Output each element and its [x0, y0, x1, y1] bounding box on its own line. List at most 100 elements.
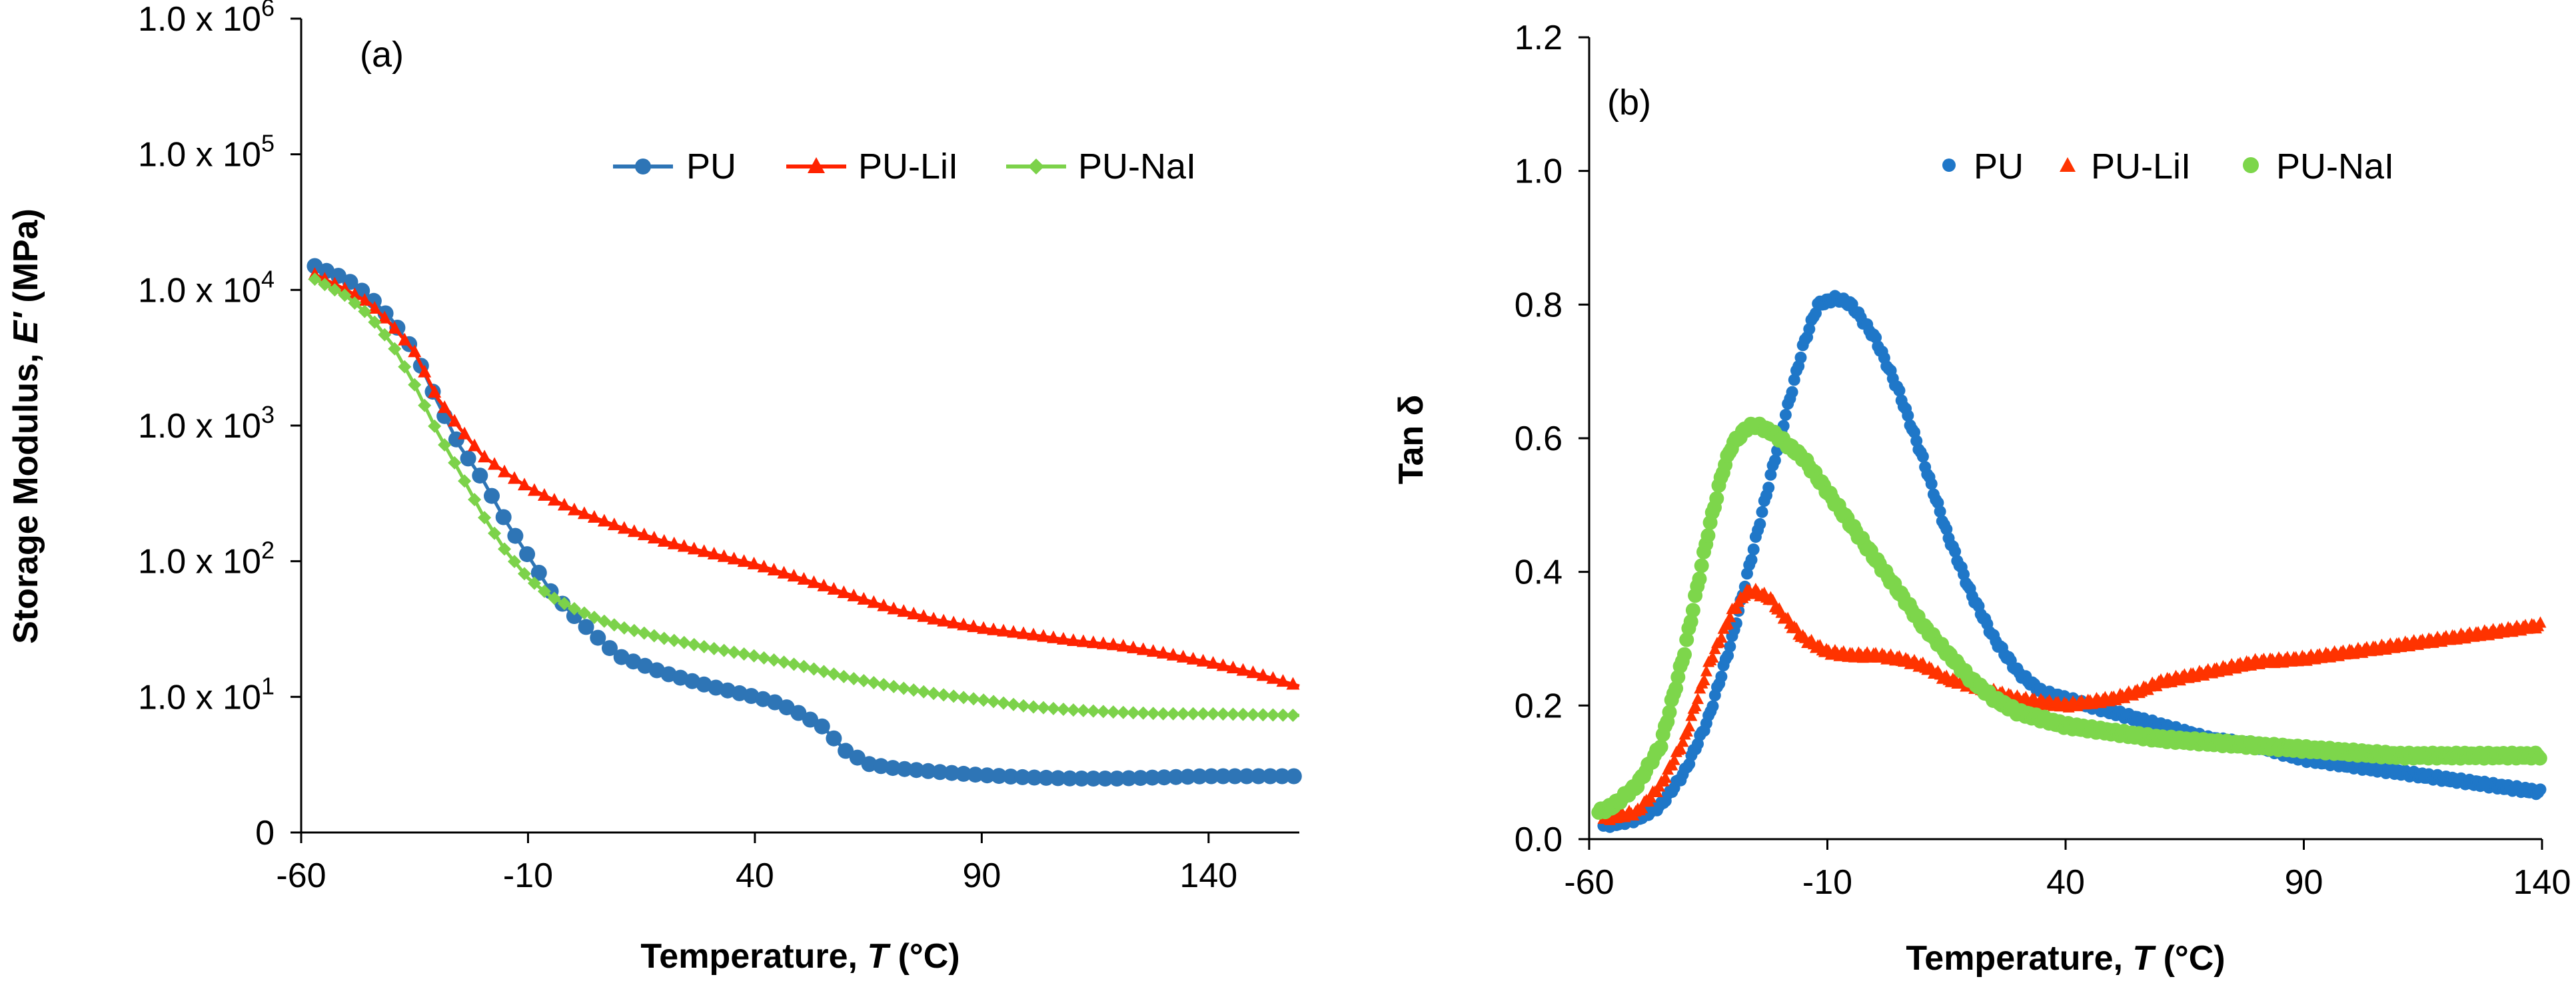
panel-b-point-pu-lii — [1644, 791, 1657, 803]
panel-a-point-pu-lii — [1036, 629, 1050, 642]
panel-b-y-tick-label: 0.6 — [1515, 420, 1563, 458]
panel-a-point-pu — [1049, 770, 1066, 787]
legend-a-punai-marker — [1028, 159, 1044, 174]
panel-a-point-pu-nai — [537, 584, 551, 598]
panel-a-point-pu-lii — [627, 524, 641, 537]
panel-b-point-pu — [1902, 410, 1914, 422]
panel-a-point-pu-nai — [627, 623, 641, 637]
panel-a-point-pu-nai — [737, 647, 751, 661]
panel-a-point-pu-lii — [1176, 649, 1190, 663]
panel-a-point-pu-nai — [1246, 707, 1260, 721]
panel-b-point-pu-lii — [1689, 699, 1702, 711]
panel-b-x-tick-label: -60 — [1564, 863, 1614, 902]
panel-a-point-pu-nai — [358, 304, 372, 318]
panel-b-point-pu — [1768, 454, 1781, 467]
panel-a-point-pu-lii — [488, 457, 502, 470]
panel-a-point-pu — [1073, 771, 1090, 787]
panel-a-point-pu — [1109, 771, 1125, 787]
panel-a-point-pu-nai — [777, 655, 791, 669]
panel-a-point-pu — [1002, 769, 1019, 785]
panel-a-point-pu-nai — [757, 651, 771, 665]
panel-a-point-pu-nai — [957, 691, 971, 705]
panel-b-point-pu-nai — [1668, 681, 1684, 696]
panel-a-point-pu — [495, 509, 512, 525]
panel-a-point-pu-nai — [1176, 707, 1190, 721]
panel-a-point-pu — [1038, 769, 1055, 786]
panel-a-y-tick-label: 1.0 x 103 — [138, 401, 275, 446]
panel-a-y-tick-label: 1.0 x 104 — [138, 265, 275, 310]
panel-a-point-pu-nai — [717, 643, 731, 657]
panel-a-point-pu-lii — [1196, 653, 1210, 667]
panel-a-point-pu-nai — [567, 601, 581, 615]
panel-a-point-pu-nai — [547, 591, 561, 605]
panel-a-point-pu-nai — [967, 692, 981, 706]
panel-b-x-tick-label: -10 — [1802, 863, 1852, 902]
panel-a-point-pu — [1191, 768, 1208, 785]
panel-a-point-pu-lii — [348, 287, 362, 300]
panel-a-point-pu-lii — [747, 556, 761, 569]
panel-a-point-pu — [920, 763, 936, 779]
panel-a-point-pu-lii — [1007, 625, 1021, 638]
panel-a-y-tick-label: 1.0 x 105 — [138, 130, 275, 174]
panel-a-storage-modulus: 0 1.0 x 101 1.0 x 102 1.0 x 103 1.0 x 104 1.0… — [7, 0, 1302, 976]
panel-a-point-pu-nai — [1126, 706, 1140, 720]
panel-a-point-pu — [979, 767, 995, 784]
panel-a-point-pu-lii — [587, 509, 601, 523]
panel-a-point-pu-nai — [817, 665, 831, 679]
panel-b-point-pu-lii — [1700, 665, 1712, 677]
panel-a-point-pu-lii — [837, 585, 851, 598]
panel-b-point-pu — [1916, 450, 1929, 463]
panel-b-point-pu-lii — [1683, 720, 1696, 732]
panel-a-point-pu-lii — [1106, 637, 1120, 651]
panel-a-point-pu-nai — [1186, 707, 1200, 721]
panel-b-x-tick-label: 140 — [2513, 863, 2571, 902]
panel-a-point-pu — [826, 730, 842, 747]
panel-a-point-pu-lii — [967, 619, 981, 633]
panel-a-point-pu-lii — [857, 591, 871, 605]
panel-b-point-pu-lii — [1676, 735, 1689, 747]
panel-a-point-pu-nai — [697, 639, 711, 653]
panel-a-point-pu — [460, 450, 476, 467]
panel-a-point-pu — [1085, 771, 1101, 787]
panel-a-point-pu-lii — [428, 385, 442, 398]
legend-a-pulii-label: PU-LiI — [858, 147, 958, 186]
panel-a-point-pu-lii — [1186, 651, 1200, 665]
panel-b-point-pu — [1706, 700, 1719, 713]
panel-a-point-pu — [1227, 768, 1243, 785]
panel-b-point-pu — [1893, 384, 1906, 397]
panel-a-point-pu — [1262, 768, 1279, 785]
panel-a-point-pu-lii — [1166, 647, 1180, 661]
panel-a-point-pu-lii — [957, 617, 971, 631]
panel-b-x-axis-label: Temperature, T (°C) — [1906, 939, 2225, 978]
panel-a-point-pu-lii — [567, 502, 581, 515]
panel-b-point-pu-nai — [1694, 558, 1709, 573]
panel-a-point-pu-lii — [527, 483, 541, 496]
legend-b-pulii-label: PU-LiI — [2091, 147, 2191, 186]
panel-b-y-tick-label: 1.2 — [1515, 19, 1563, 57]
panel-b-series-pu — [1597, 290, 2547, 833]
panel-a-point-pu-nai — [518, 567, 532, 581]
panel-b-point-pu — [1803, 323, 1816, 336]
panel-b-point-pu-lii — [1668, 753, 1680, 765]
panel-b-legend: PU PU-LiI PU-NaI — [1942, 147, 2394, 186]
panel-a-x-tick-label: -60 — [276, 856, 326, 895]
panel-a-x-ticks: -60 -10 40 90 140 — [276, 832, 1237, 895]
panel-a-point-pu-nai — [1146, 707, 1160, 721]
panel-a-point-pu-lii — [977, 621, 991, 634]
panel-a-point-pu-nai — [1196, 707, 1210, 721]
panel-a-point-pu — [1203, 768, 1219, 785]
panel-a-point-pu-lii — [338, 282, 352, 295]
panel-a-x-tick-label: 90 — [962, 856, 1001, 895]
panel-a-point-pu — [1179, 769, 1196, 785]
panel-a-point-pu-lii — [378, 310, 392, 324]
panel-a-point-pu-lii — [1216, 658, 1230, 671]
panel-a-point-pu-nai — [1256, 708, 1270, 722]
panel-a-point-pu — [1061, 770, 1078, 787]
panel-a-point-pu-nai — [1086, 704, 1100, 718]
panel-b-point-pu-nai — [1679, 632, 1694, 647]
panel-b-point-pu — [1940, 523, 1953, 535]
panel-a-point-pu-nai — [617, 621, 631, 635]
panel-b-x-tick-label: 40 — [2046, 863, 2085, 902]
panel-b-point-pu-nai — [1662, 705, 1677, 720]
panel-a-point-pu-nai — [1156, 707, 1170, 721]
